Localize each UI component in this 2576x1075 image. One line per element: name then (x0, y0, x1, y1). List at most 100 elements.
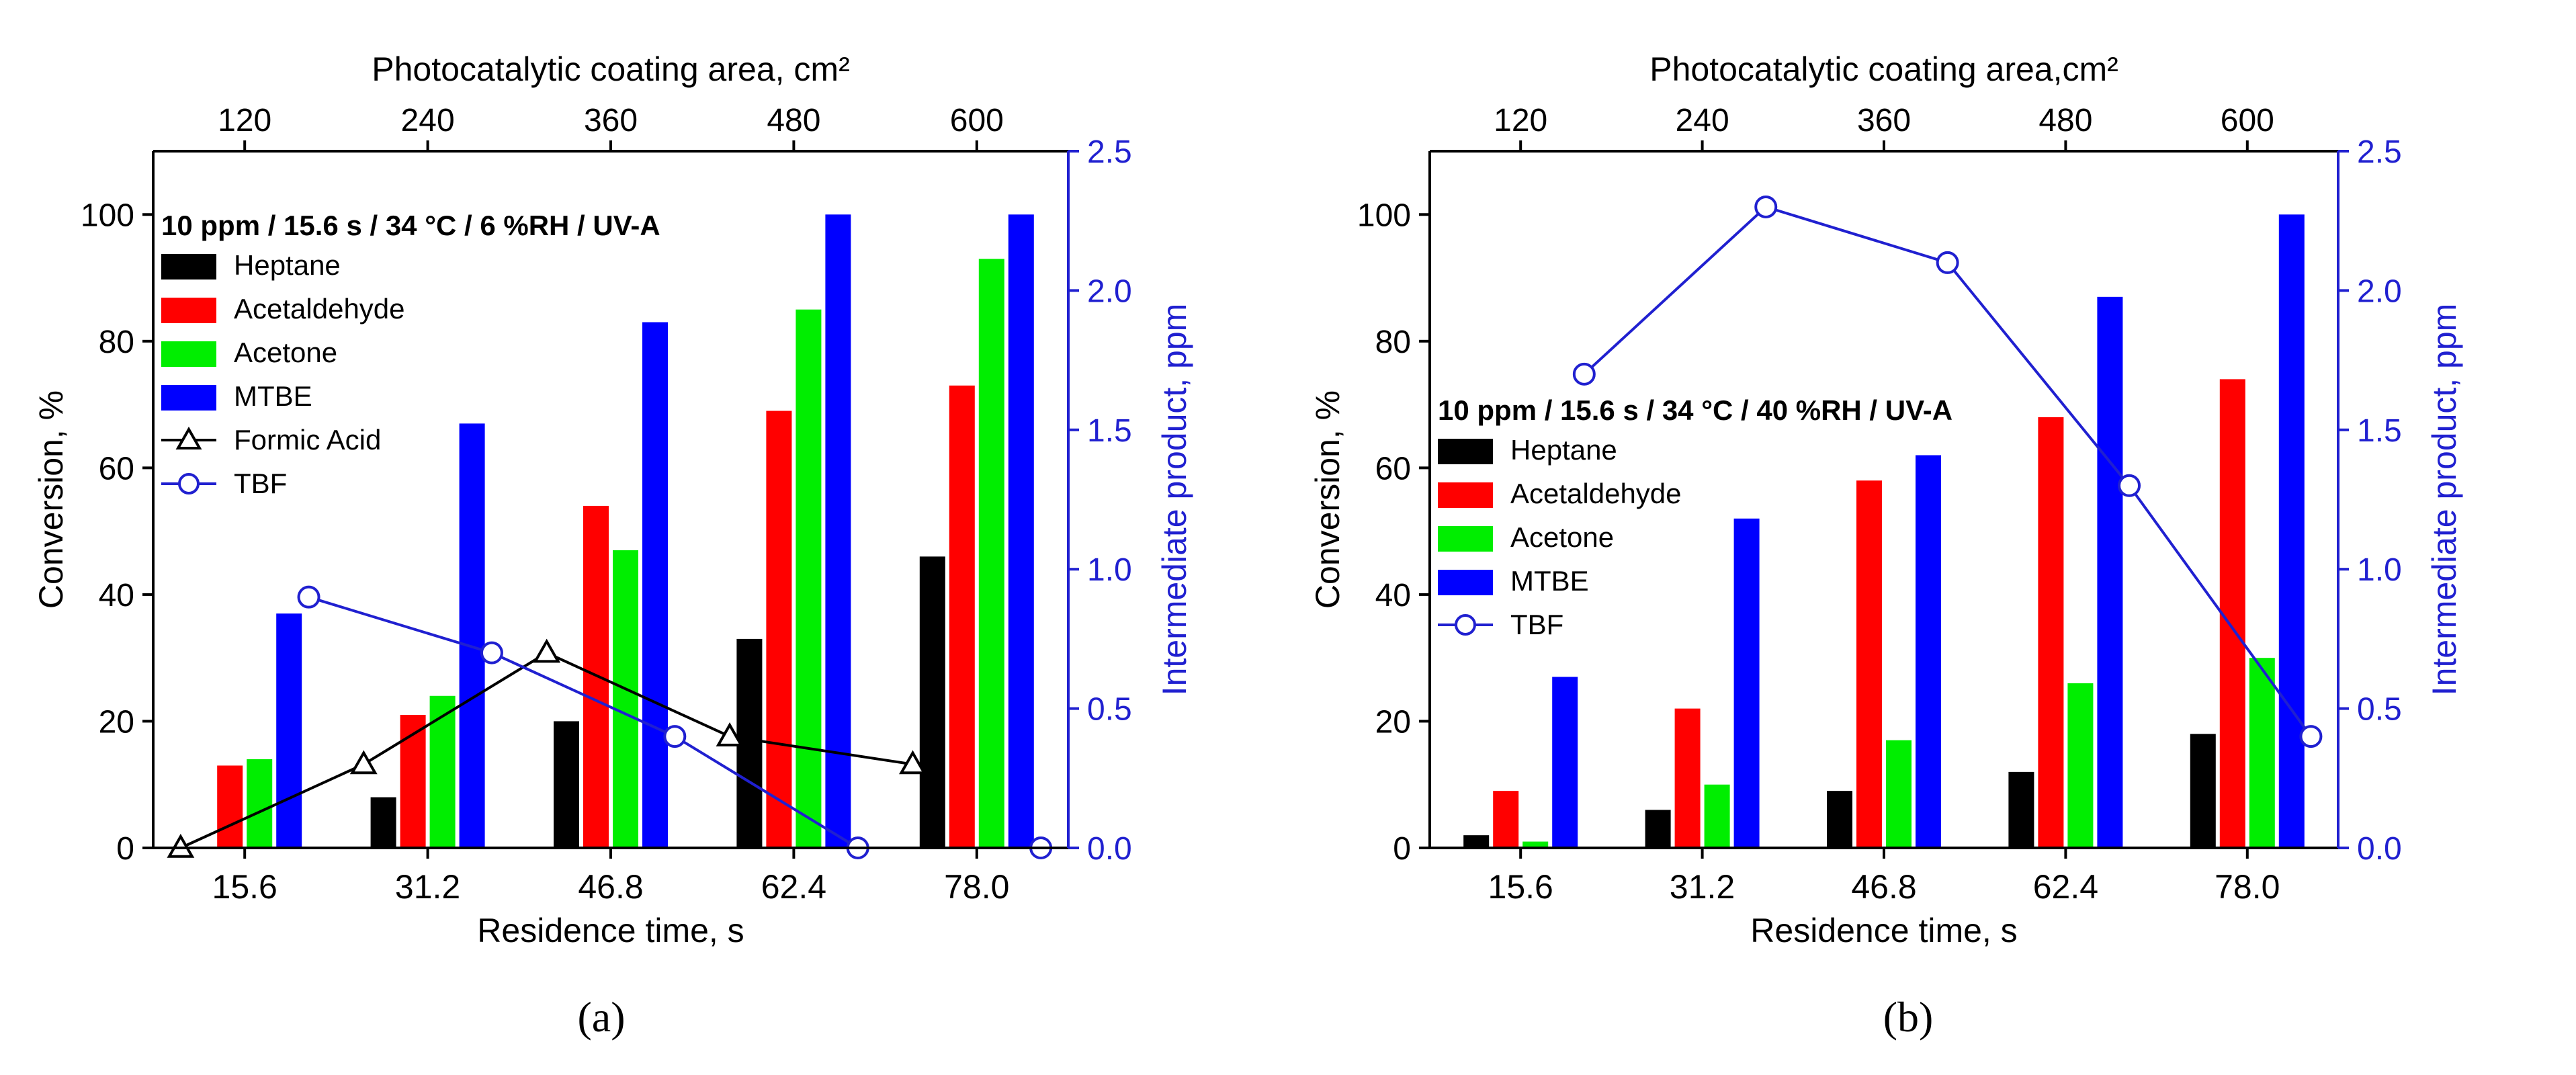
legend-label: MTBE (234, 380, 312, 412)
x-tick-label: 15.6 (212, 868, 277, 906)
bar-acetaldehyde-78.0 (2219, 379, 2245, 848)
bar-acetaldehyde-15.6 (217, 765, 243, 848)
y-tick-label: 20 (99, 704, 134, 740)
legend-swatch-acetaldehyde (1438, 482, 1493, 508)
marker-tbf-46.8 (1936, 251, 1959, 274)
legend-label: Acetone (1510, 521, 1614, 553)
legend-label: TBF (234, 468, 287, 499)
marker-formic-acid-15.6 (167, 833, 195, 858)
y2-axis-label: Intermediate product, ppm (2425, 304, 2463, 696)
x2-tick-label: 600 (2221, 103, 2274, 138)
y2-tick-label: 1.0 (2357, 552, 2402, 588)
chart-panel-b: 0 20 40 60 80 100 0.0 0.5 1.0 1.5 2.0 2.5 15.6 31.2 46… (1309, 50, 2463, 1041)
bar-heptane-78.0 (2190, 734, 2216, 848)
bar-mtbe-46.8 (642, 322, 668, 848)
y2-tick-label: 2.5 (1087, 134, 1132, 170)
legend-marker-circle (1455, 614, 1476, 636)
y2-tick-label: 1.5 (2357, 413, 2402, 449)
bar-acetone-31.2 (429, 695, 456, 848)
y-tick-label: 0 (116, 831, 134, 867)
bar-mtbe-62.4 (2097, 296, 2123, 848)
y2-axis-label: Intermediate product, ppm (1156, 304, 1193, 696)
bar-mtbe-15.6 (276, 613, 302, 848)
bar-heptane-46.8 (554, 721, 579, 848)
bar-acetone-15.6 (247, 759, 273, 848)
y-tick-label: 100 (81, 198, 134, 233)
y2-tick-label: 2.0 (2357, 273, 2402, 309)
legend-swatch-acetone (161, 341, 216, 367)
x2-tick-label: 360 (584, 103, 638, 138)
x-tick-label: 31.2 (395, 868, 460, 906)
x2-tick-label: 120 (218, 103, 271, 138)
bar-acetone-46.8 (613, 550, 638, 848)
legend-label: Acetone (234, 337, 337, 368)
y-axis-label: Conversion, % (32, 390, 70, 609)
marker-tbf-15.6 (297, 585, 320, 609)
marker-tbf-31.2 (480, 641, 503, 664)
bar-acetaldehyde-46.8 (1856, 480, 1882, 848)
legend-marker-circle (178, 473, 200, 494)
marker-formic-acid-62.4 (716, 722, 744, 746)
legend-marker-triangle (175, 426, 202, 449)
x-axis-label: Residence time, s (477, 912, 744, 949)
legend-label: TBF (1510, 609, 1563, 640)
bar-heptane-46.8 (1827, 791, 1852, 848)
marker-tbf-46.8 (663, 725, 687, 748)
y2-tick-label: 0.5 (1087, 692, 1132, 728)
legend-swatch-mtbe (161, 385, 216, 411)
bar-mtbe-46.8 (1916, 455, 1941, 848)
bar-acetaldehyde-78.0 (949, 385, 975, 848)
bar-acetaldehyde-31.2 (400, 715, 426, 848)
bar-heptane-15.6 (1463, 835, 1490, 848)
bar-heptane-62.4 (2008, 771, 2034, 848)
bar-acetone-46.8 (1886, 740, 1912, 848)
bar-acetone-15.6 (1522, 841, 1549, 848)
y2-tick-label: 0.0 (1087, 831, 1132, 867)
bar-mtbe-62.4 (825, 214, 851, 849)
legend: Heptane Acetaldehyde Acetone MTBE Formic Aci… (161, 249, 405, 499)
y-tick-label: 80 (1375, 325, 1411, 360)
bar-mtbe-78.0 (1008, 214, 1034, 849)
y2-tick-label: 2.5 (2357, 134, 2402, 170)
bar-heptane-78.0 (919, 556, 945, 848)
x-tick-label: 62.4 (2033, 868, 2098, 906)
x-tick-label: 31.2 (1670, 868, 1735, 906)
marker-tbf-62.4 (2118, 474, 2141, 497)
bar-acetone-31.2 (1704, 784, 1730, 848)
legend-swatch-heptane (161, 254, 216, 280)
bar-acetaldehyde-46.8 (583, 505, 609, 848)
bar-acetaldehyde-62.4 (2038, 417, 2064, 848)
legend-swatch-acetaldehyde (161, 298, 216, 323)
x-tick-label: 46.8 (578, 868, 643, 906)
bar-acetaldehyde-62.4 (766, 411, 792, 848)
bar-acetone-78.0 (978, 259, 1004, 848)
x2-tick-label: 120 (1494, 103, 1547, 138)
bar-acetone-62.4 (2067, 683, 2094, 848)
legend-swatch-acetone (1438, 526, 1493, 552)
condition-annotation: 10 ppm / 15.6 s / 34 °C / 40 %RH / UV-A (1438, 394, 1952, 426)
y-axis-label: Conversion, % (1309, 390, 1346, 609)
marker-tbf-78.0 (2299, 725, 2323, 748)
y-tick-label: 20 (1375, 704, 1411, 740)
legend-label: Formic Acid (234, 424, 381, 456)
legend-swatch-heptane (1438, 439, 1493, 464)
marker-tbf-15.6 (1572, 362, 1596, 386)
y-tick-label: 60 (99, 451, 134, 486)
bar-acetaldehyde-15.6 (1493, 791, 1519, 848)
legend: Heptane Acetaldehyde Acetone MTBE TBF (1438, 434, 1682, 640)
bar-heptane-31.2 (370, 797, 396, 848)
bar-mtbe-31.2 (459, 423, 485, 848)
x2-tick-label: 360 (1857, 103, 1911, 138)
bar-acetaldehyde-31.2 (1674, 708, 1701, 848)
bar-acetone-62.4 (796, 309, 822, 848)
bar-acetone-78.0 (2249, 658, 2275, 848)
y-tick-label: 60 (1375, 451, 1411, 486)
y-tick-label: 100 (1357, 198, 1411, 233)
marker-formic-acid-78.0 (899, 750, 927, 775)
x2-axis-label: Photocatalytic coating area,cm² (1649, 50, 2118, 88)
legend-label: Heptane (1510, 434, 1617, 466)
x2-tick-label: 480 (2038, 103, 2092, 138)
x-tick-label: 78.0 (944, 868, 1009, 906)
legend-label: MTBE (1510, 565, 1589, 597)
